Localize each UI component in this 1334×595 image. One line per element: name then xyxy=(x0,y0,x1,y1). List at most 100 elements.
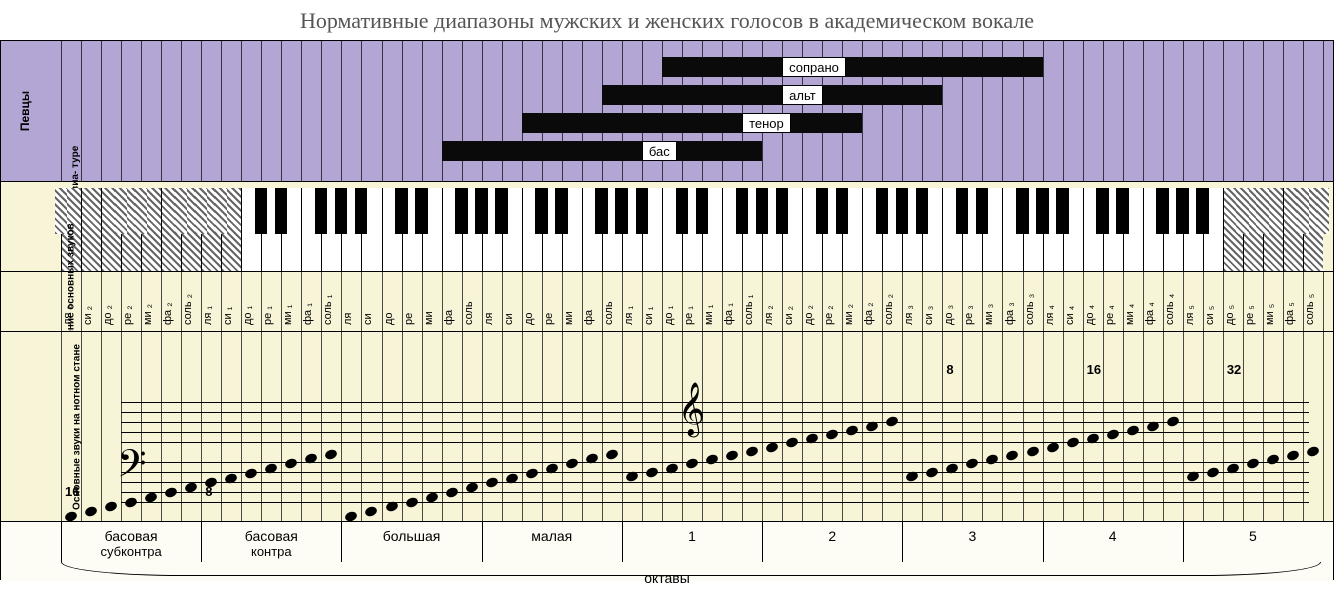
octave-divider xyxy=(482,522,483,562)
black-key xyxy=(495,188,507,234)
gridline xyxy=(101,41,102,181)
gridline xyxy=(1323,332,1324,521)
note-dot xyxy=(324,448,338,461)
octave-divider xyxy=(762,522,763,562)
octave-divider xyxy=(622,522,623,562)
black-key xyxy=(1156,188,1168,234)
voice-label: сопрано xyxy=(782,57,846,77)
black-key xyxy=(275,188,287,234)
gridline xyxy=(1323,272,1324,331)
black-key xyxy=(175,188,187,234)
octave-label: большая xyxy=(341,528,481,544)
note-dot xyxy=(104,501,118,514)
note-dot xyxy=(364,505,378,518)
octave-label: 5 xyxy=(1183,528,1323,544)
black-key xyxy=(976,188,988,234)
black-key xyxy=(355,188,367,234)
gridline xyxy=(1203,41,1204,181)
white-key xyxy=(81,188,101,271)
black-key xyxy=(255,188,267,234)
note-dot xyxy=(605,448,619,461)
gridline xyxy=(61,41,62,181)
black-key xyxy=(415,188,427,234)
voice-range-альт: альт xyxy=(602,85,943,105)
black-key xyxy=(836,188,848,234)
staff: 𝄞 xyxy=(121,402,1309,442)
singers-row-label: Певцы xyxy=(18,91,32,131)
octave-divider xyxy=(902,522,903,562)
gridline xyxy=(422,41,423,181)
gridline xyxy=(341,41,342,181)
black-key xyxy=(55,188,67,234)
octave-label: басоваясубконтра xyxy=(61,528,201,559)
black-key xyxy=(595,188,607,234)
black-key xyxy=(1116,188,1128,234)
octave-label: 2 xyxy=(762,528,902,544)
black-key xyxy=(696,188,708,234)
black-key xyxy=(1036,188,1048,234)
black-key xyxy=(555,188,567,234)
chart-canvas: Певцы сопрано альт тенор бас Основные звуки… xyxy=(0,40,1334,580)
black-key xyxy=(195,188,207,234)
ottava-mark: 16 xyxy=(65,484,79,499)
gridline xyxy=(181,41,182,181)
clef: 𝄞 xyxy=(678,386,705,432)
gridline xyxy=(1063,41,1064,181)
gridline xyxy=(261,41,262,181)
gridline xyxy=(161,41,162,181)
voice-label: тенор xyxy=(742,113,791,133)
ottava-mark: 8 xyxy=(205,484,212,499)
black-key xyxy=(1317,188,1329,234)
octave-label: 3 xyxy=(902,528,1042,544)
ottava-mark: 32 xyxy=(1227,362,1241,377)
black-key xyxy=(1256,188,1268,234)
ottava-mark: 16 xyxy=(1087,362,1101,377)
black-key xyxy=(135,188,147,234)
black-key xyxy=(395,188,407,234)
black-key xyxy=(1016,188,1028,234)
black-key xyxy=(676,188,688,234)
gridline xyxy=(201,41,202,181)
voice-range-бас: бас xyxy=(442,141,763,161)
black-key xyxy=(776,188,788,234)
black-key xyxy=(615,188,627,234)
ottava-mark: 8 xyxy=(946,362,953,377)
octave-brace-label: октавы xyxy=(1,570,1333,586)
voice-label: альт xyxy=(782,85,823,105)
black-key xyxy=(455,188,467,234)
gridline xyxy=(1263,41,1264,181)
note-dot xyxy=(725,449,739,462)
black-key xyxy=(916,188,928,234)
notenames-row: Обоз начение основных звуков ля ₂си ₂до … xyxy=(1,271,1333,331)
black-key xyxy=(535,188,547,234)
gridline xyxy=(301,41,302,181)
gridline xyxy=(321,41,322,181)
octave-label: 1 xyxy=(622,528,762,544)
note-dot xyxy=(1286,449,1300,462)
note-dot xyxy=(1005,449,1019,462)
black-key xyxy=(636,188,648,234)
voice-range-тенор: тенор xyxy=(522,113,863,133)
black-key xyxy=(1056,188,1068,234)
octave-label: басоваяконтра xyxy=(201,528,341,559)
piano-keyboard xyxy=(61,188,1321,271)
black-key xyxy=(1096,188,1108,234)
black-key xyxy=(896,188,908,234)
keyboard-row: Основные звуки на клавиа- туре xyxy=(1,181,1333,271)
octave-divider xyxy=(201,522,202,562)
octave-divider xyxy=(341,522,342,562)
gridline xyxy=(1323,41,1324,181)
gridline xyxy=(1223,41,1224,181)
octave-label: 4 xyxy=(1043,528,1183,544)
gridline xyxy=(1143,41,1144,181)
black-key xyxy=(816,188,828,234)
black-key xyxy=(756,188,768,234)
voice-range-сопрано: сопрано xyxy=(662,57,1043,77)
note-dot xyxy=(84,505,98,518)
black-key xyxy=(315,188,327,234)
singers-row: Певцы сопрано альт тенор бас xyxy=(1,41,1333,181)
black-key xyxy=(876,188,888,234)
gridline xyxy=(402,41,403,181)
gridline xyxy=(1083,41,1084,181)
black-key xyxy=(215,188,227,234)
